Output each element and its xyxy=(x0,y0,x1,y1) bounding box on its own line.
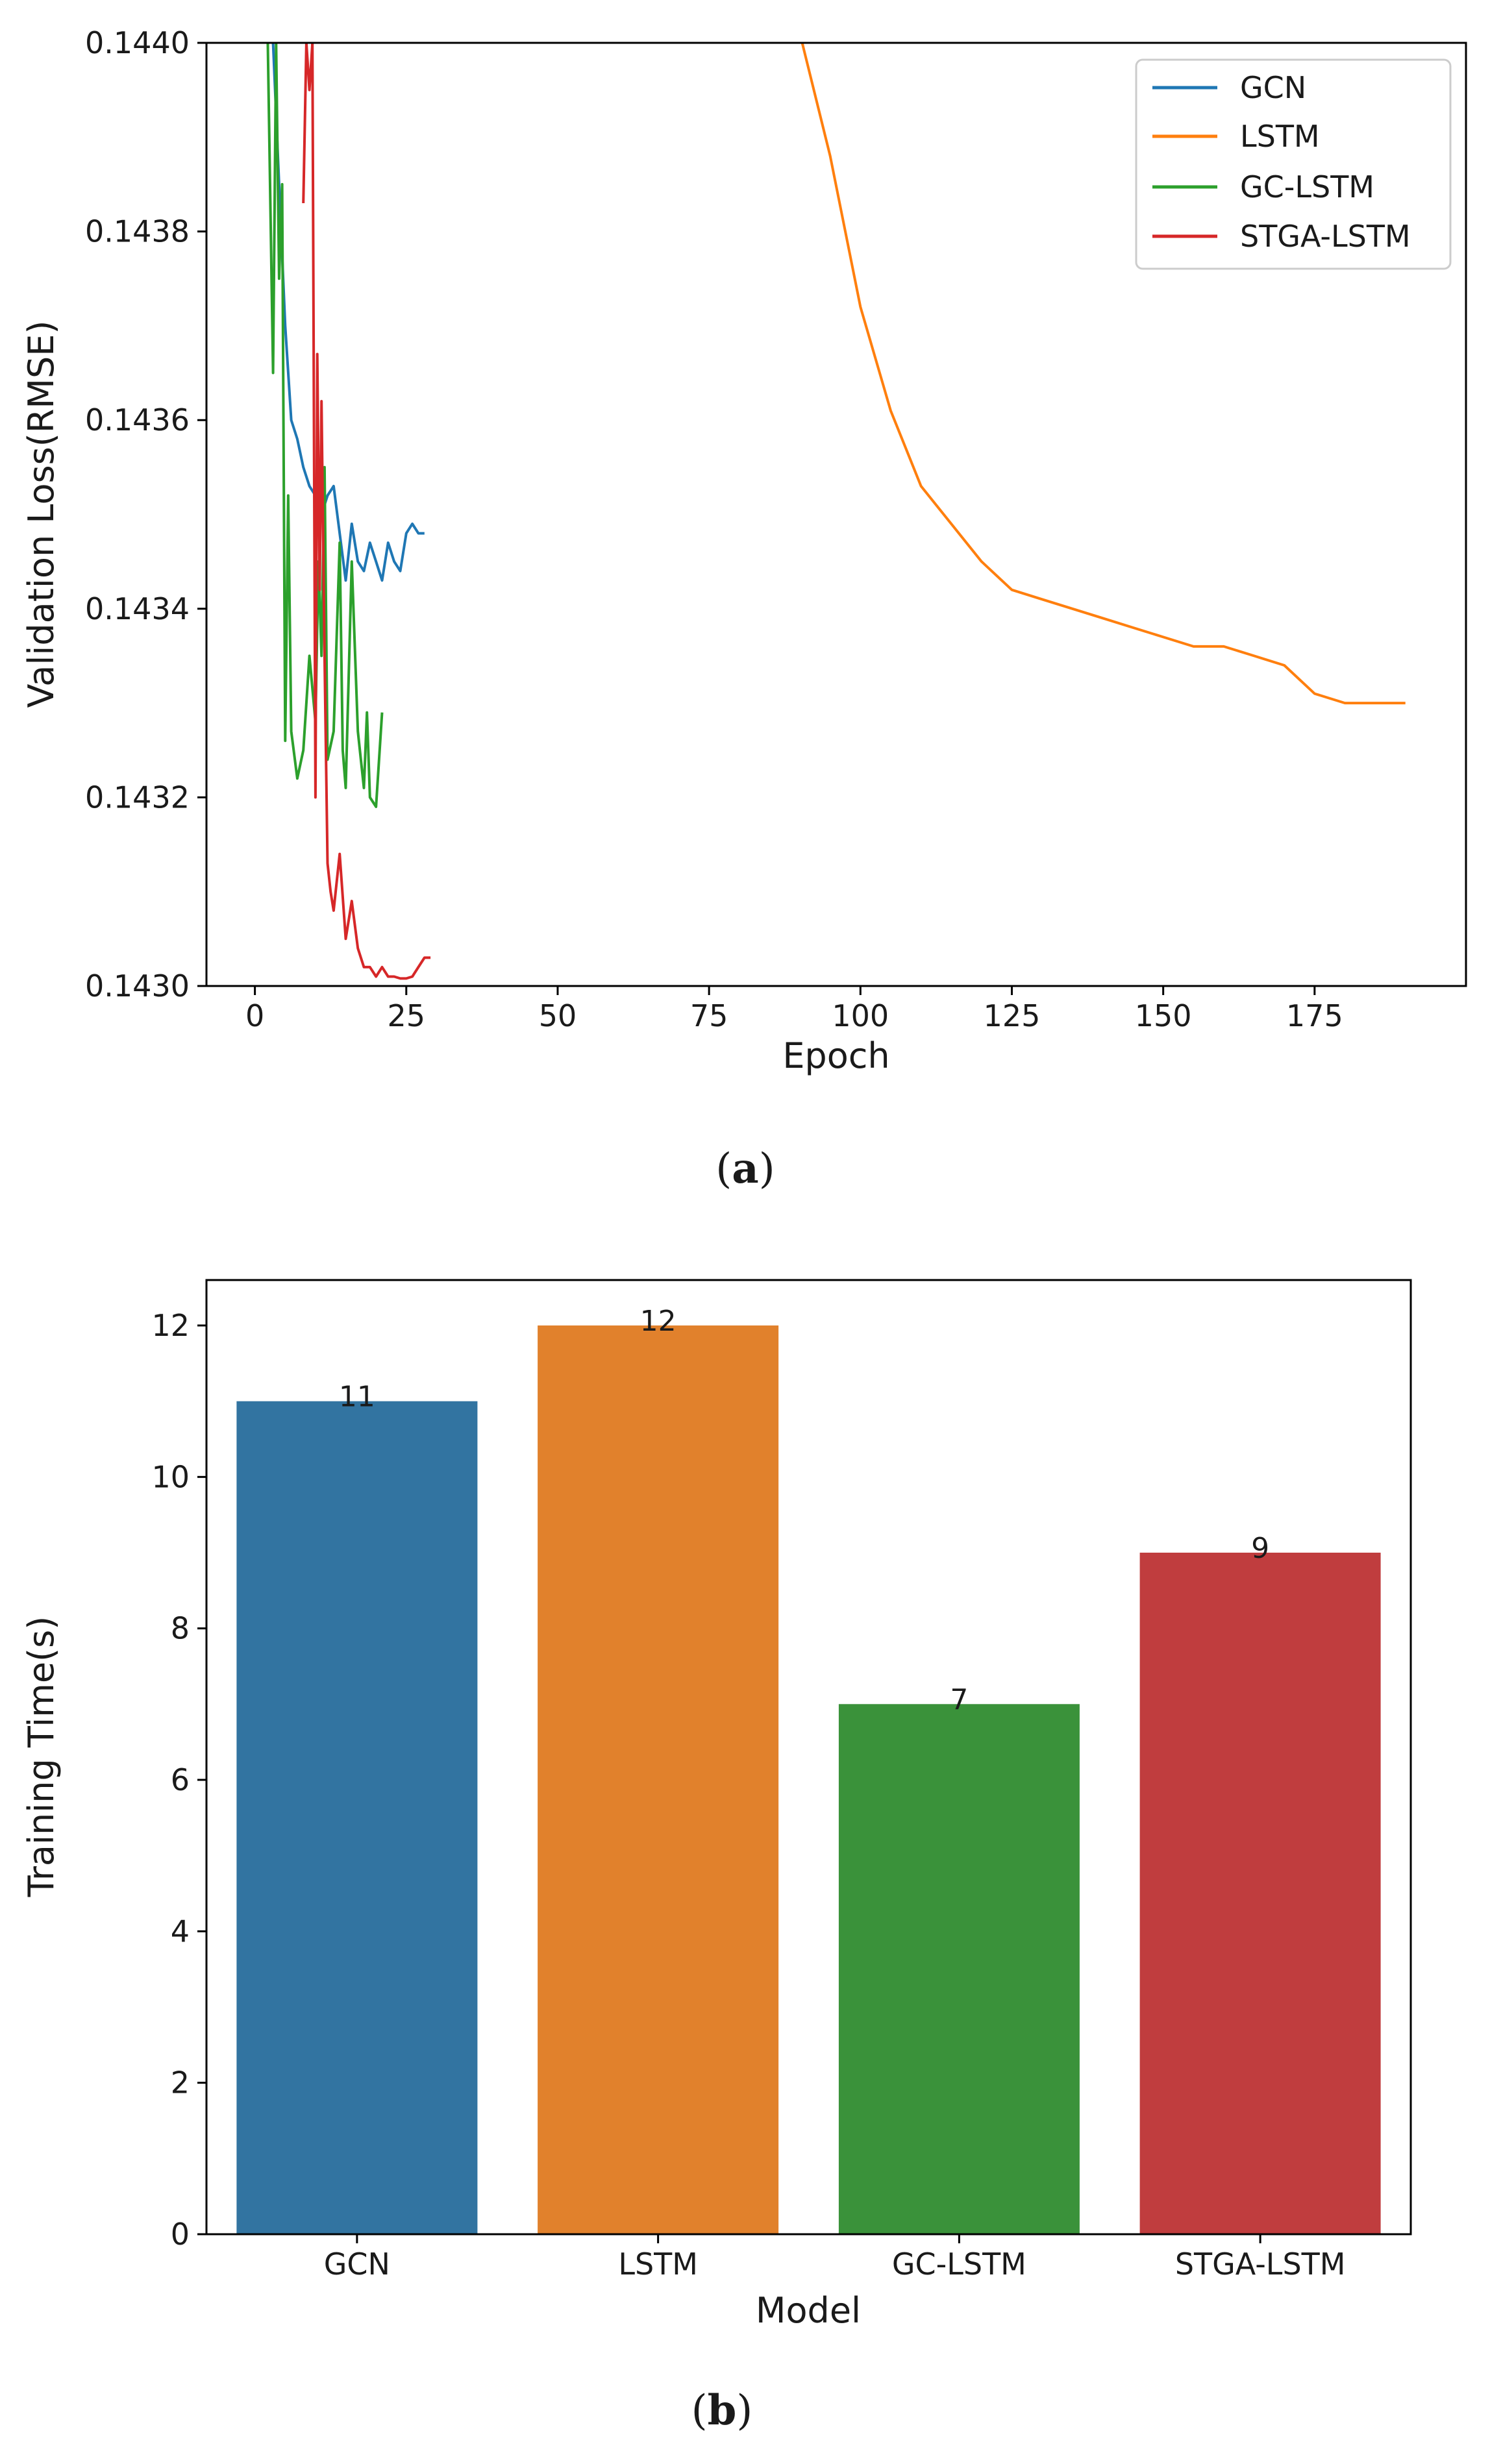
bar-value-label-gc-lstm: 7 xyxy=(950,1683,968,1716)
bar-chart-y-ticks: 0 2 4 6 8 10 12 xyxy=(151,1308,206,2252)
legend-entry-lstm: LSTM xyxy=(1152,119,1320,154)
bar-chart-x-ticks: GCN LSTM GC-LSTM STGA-LSTM xyxy=(324,2234,1346,2282)
bar-value-label-lstm: 12 xyxy=(640,1305,677,1338)
y-tick-label: 6 xyxy=(171,1762,190,1797)
bar-value-label-gcn: 11 xyxy=(339,1381,375,1414)
x-tick-label-lstm: LSTM xyxy=(618,2247,698,2282)
y-tick-label: 0 xyxy=(171,2217,190,2252)
y-tick-label: 4 xyxy=(171,1914,190,1949)
y-tick-label: 8 xyxy=(171,1611,190,1646)
bar-gcn xyxy=(236,1401,478,2234)
x-tick-label: 100 xyxy=(832,998,889,1033)
legend-label-lstm: LSTM xyxy=(1240,119,1320,154)
x-tick-label: 50 xyxy=(539,998,577,1033)
bar-chart-x-axis-label: Model xyxy=(756,2290,861,2331)
x-tick-label: 25 xyxy=(388,998,426,1033)
y-tick-label: 0.1438 xyxy=(85,214,190,249)
x-tick-label: 0 xyxy=(245,998,264,1033)
line-series-group xyxy=(266,43,1406,980)
line-chart-y-axis-label: Validation Loss(RMSE) xyxy=(21,321,62,708)
x-tick-label: 175 xyxy=(1286,998,1343,1033)
legend-entry-gc-lstm: GC-LSTM xyxy=(1152,169,1374,204)
y-tick-label: 2 xyxy=(171,2065,190,2101)
y-tick-label: 0.1436 xyxy=(85,402,190,437)
bar-chart-plot-frame xyxy=(205,1279,1412,2236)
x-tick-label: 150 xyxy=(1135,998,1192,1033)
series-line-gc-lstm xyxy=(266,43,384,808)
line-chart-x-axis-label: Epoch xyxy=(782,1035,889,1076)
x-tick-label-gc-lstm: GC-LSTM xyxy=(892,2247,1026,2282)
x-tick-label: 125 xyxy=(984,998,1041,1033)
panel-label-b: (b) xyxy=(691,2386,753,2435)
y-tick-label: 0.1440 xyxy=(85,25,190,60)
y-tick-label: 0.1432 xyxy=(85,780,190,815)
line-chart-validation-loss: 0 25 50 75 100 125 150 175 0.14300.14320.14340.… xyxy=(21,25,1467,1193)
y-tick-label: 12 xyxy=(151,1308,190,1343)
series-line-gcn xyxy=(271,43,425,582)
legend-entry-stga-lstm: STGA-LSTM xyxy=(1152,219,1411,254)
bar-chart-training-time: 11 12 7 9 GCN LSTM GC-LSTM STGA-LSTM 0 2 4 6 8 10 12… xyxy=(21,1279,1412,2435)
y-tick-label: 0.1430 xyxy=(85,968,190,1004)
bar-value-label-stga-lstm: 9 xyxy=(1251,1532,1269,1565)
bar-group: 11 12 7 9 xyxy=(236,1305,1381,2234)
panel-label-b-letter: b xyxy=(708,2386,737,2435)
legend-entry-gcn: GCN xyxy=(1152,70,1306,105)
line-chart-y-ticks: 0.1430 0.1432 0.1434 0.1436 0.1438 0.1440 xyxy=(85,25,206,1004)
x-tick-label: 75 xyxy=(690,998,728,1033)
line-chart-plot-frame xyxy=(205,42,1467,987)
bar-lstm xyxy=(538,1325,779,2234)
bar-gc-lstm xyxy=(838,1704,1080,2234)
series-line-lstm xyxy=(801,43,1406,705)
series-line-stga-lstm xyxy=(302,43,431,980)
panel-label-a-letter: a xyxy=(732,1144,758,1193)
legend-label-stga-lstm: STGA-LSTM xyxy=(1240,219,1411,254)
y-tick-label: 0.1434 xyxy=(85,591,190,626)
bar-stga-lstm xyxy=(1139,1553,1381,2234)
legend-label-gcn: GCN xyxy=(1240,70,1306,105)
bar-chart-y-axis-label: Training Time(s) xyxy=(21,1616,62,1898)
legend-label-gc-lstm: GC-LSTM xyxy=(1240,169,1374,204)
x-tick-label-stga-lstm: STGA-LSTM xyxy=(1175,2247,1346,2282)
x-tick-label-gcn: GCN xyxy=(324,2247,390,2282)
panel-label-a: (a) xyxy=(715,1144,775,1193)
line-chart-x-ticks: 0 25 50 75 100 125 150 175 xyxy=(245,986,1343,1033)
y-tick-label: 10 xyxy=(151,1459,190,1494)
line-chart-legend: GCN LSTM GC-LSTM STGA-LSTM xyxy=(1135,58,1452,270)
legend-frame xyxy=(1135,58,1452,270)
